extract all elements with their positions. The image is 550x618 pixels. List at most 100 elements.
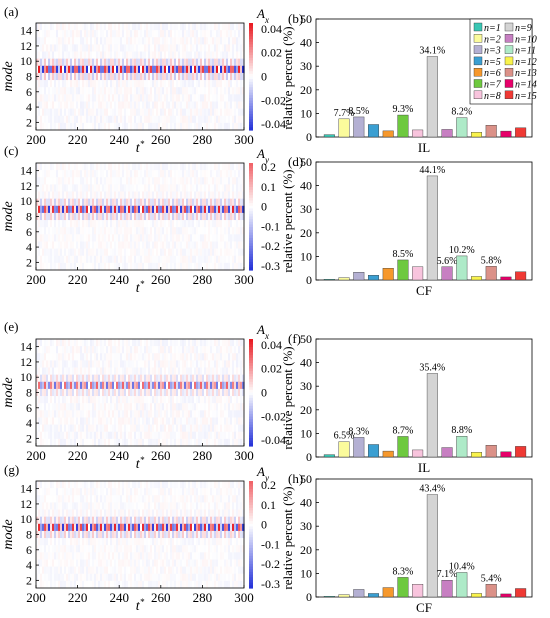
heatmap-cell (60, 30, 63, 38)
colorbar-step (249, 36, 253, 40)
data-label: 7.7% (334, 108, 355, 119)
heatmap-cell (204, 101, 207, 110)
heatmap-cell (226, 51, 229, 60)
heatmap-cell (182, 424, 185, 433)
heatmap-cell (134, 108, 137, 117)
heatmap-cell (238, 87, 241, 95)
heatmap-cell (160, 227, 163, 235)
y-tick-label: 4 (26, 240, 32, 254)
heatmap-cell (226, 87, 229, 95)
heatmap-cell (164, 65, 167, 74)
bar-n13 (485, 266, 497, 281)
heatmap-cell (150, 388, 153, 397)
heatmap-cell (208, 184, 211, 193)
heatmap-cell (64, 44, 67, 53)
heatmap-cell (188, 346, 191, 354)
heatmap-cell (182, 403, 185, 411)
heatmap-cell (84, 205, 87, 214)
heatmap-cell (110, 51, 113, 60)
heatmap-cell (174, 177, 177, 185)
heatmap-cell (124, 23, 127, 31)
heatmap-cell (116, 431, 119, 440)
heatmap-cell (80, 374, 83, 383)
heatmap-cell (108, 212, 111, 221)
bar-n12 (471, 132, 482, 138)
heatmap-cell (64, 115, 67, 124)
heatmap-cell (212, 346, 215, 354)
heatmap-cell (48, 438, 51, 447)
heatmap-cell (172, 101, 175, 110)
heatmap-cell (44, 94, 47, 103)
heatmap-cell (92, 72, 95, 81)
heatmap-cell (42, 431, 45, 440)
heatmap-cell (92, 44, 95, 53)
heatmap-cell (242, 72, 245, 81)
heatmap-cell (186, 417, 189, 426)
heatmap-cell (160, 58, 163, 67)
heatmap-cell (114, 80, 117, 88)
heatmap-cell (128, 87, 131, 95)
heatmap-cell (206, 417, 209, 426)
heatmap-cell (144, 417, 147, 426)
heatmap-cell (132, 30, 135, 38)
heatmap-cell (222, 255, 225, 264)
heatmap-cell (194, 51, 197, 60)
heatmap-cell (96, 360, 99, 369)
heatmap-cell (70, 122, 73, 131)
heatmap-cell (214, 403, 217, 411)
heatmap-cell (168, 80, 171, 88)
heatmap-cell (166, 23, 169, 31)
heatmap-cell (216, 51, 219, 60)
heatmap-cell (206, 234, 209, 243)
heatmap-cell (150, 94, 153, 103)
heatmap-cell (206, 87, 209, 95)
heatmap-cell (170, 44, 173, 53)
heatmap-cell (56, 58, 59, 67)
heatmap-cell (50, 87, 53, 95)
heatmap-cell (172, 346, 175, 354)
heatmap-cell (46, 248, 49, 257)
heatmap-cell (90, 80, 93, 88)
heatmap-cell (206, 241, 209, 250)
heatmap-cell (136, 388, 139, 397)
heatmap-cell (242, 108, 245, 117)
heatmap-cell (158, 403, 161, 411)
heatmap-cell (240, 403, 243, 411)
heatmap-cell (38, 346, 41, 354)
heatmap-cell (138, 163, 141, 171)
heatmap-cell (102, 367, 105, 376)
heatmap-cell (202, 388, 205, 397)
heatmap-cell (238, 115, 241, 124)
heatmap-cell (238, 367, 241, 376)
heatmap-cell (50, 184, 53, 193)
y-tick-label: 2 (26, 431, 32, 445)
heatmap-cell (38, 191, 41, 200)
heatmap-cell (138, 23, 141, 31)
heatmap-cell (178, 205, 181, 214)
heatmap-cell (44, 255, 47, 264)
heatmap-cell (176, 248, 179, 257)
heatmap-cell (90, 87, 93, 95)
heatmap-cell (68, 367, 71, 376)
heatmap-cell (100, 198, 103, 207)
heatmap-cell (138, 234, 141, 243)
heatmap-cell (236, 198, 239, 207)
heatmap-cell (202, 248, 205, 257)
heatmap-cell (200, 37, 203, 45)
heatmap-cell (146, 438, 149, 447)
heatmap-cell (214, 360, 217, 369)
heatmap-cell (90, 30, 93, 38)
heatmap-cell (176, 388, 179, 397)
heatmap-cell (224, 262, 227, 271)
heatmap-cell (80, 191, 83, 200)
heatmap-cell (198, 58, 201, 67)
heatmap-cell (120, 431, 123, 440)
heatmap-cell (184, 23, 187, 31)
heatmap-cell (48, 374, 51, 383)
heatmap-cell (174, 191, 177, 200)
heatmap-cell (108, 381, 111, 390)
heatmap-cell (198, 198, 201, 207)
heatmap-cell (182, 374, 185, 383)
heatmap-cell (230, 51, 233, 60)
heatmap-cell (92, 360, 95, 369)
